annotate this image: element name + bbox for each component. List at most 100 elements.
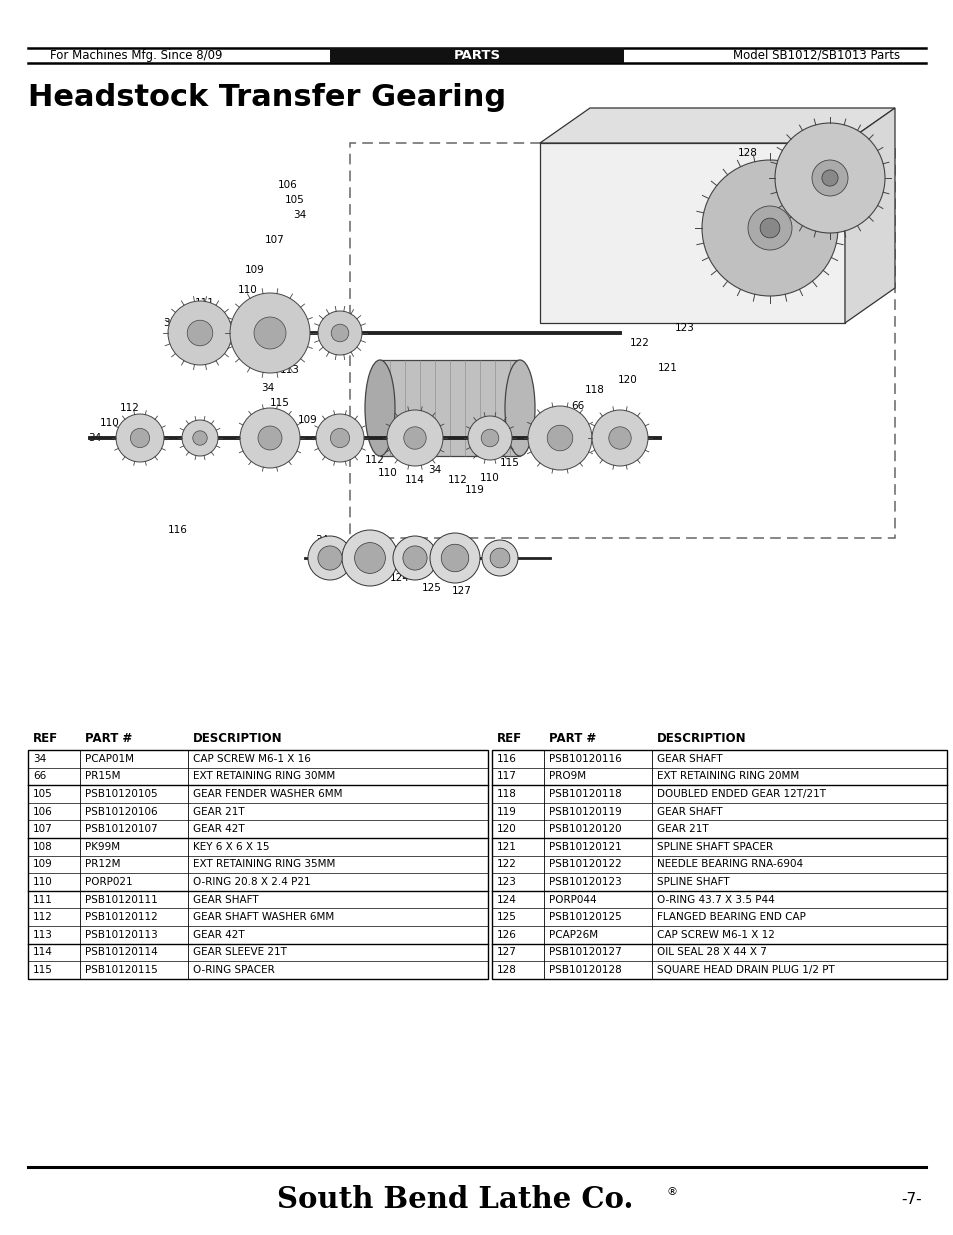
Bar: [350, 143, 894, 538]
Text: 109: 109: [297, 415, 317, 425]
Circle shape: [330, 429, 349, 447]
Circle shape: [490, 548, 509, 568]
Circle shape: [592, 410, 647, 466]
Circle shape: [393, 536, 436, 580]
Text: 113: 113: [33, 930, 52, 940]
Circle shape: [403, 427, 426, 450]
Text: 110: 110: [479, 473, 499, 483]
Circle shape: [182, 420, 218, 456]
Text: PRO9M: PRO9M: [548, 772, 585, 782]
Text: 114: 114: [33, 947, 52, 957]
Text: 118: 118: [497, 789, 517, 799]
Text: ®: ®: [666, 1187, 677, 1197]
Text: 126: 126: [497, 930, 517, 940]
Circle shape: [402, 546, 427, 571]
Text: 34: 34: [348, 443, 361, 453]
Text: PORP021: PORP021: [85, 877, 132, 887]
Circle shape: [774, 124, 884, 233]
Text: 121: 121: [658, 363, 678, 373]
Text: GEAR 21T: GEAR 21T: [657, 824, 708, 834]
Circle shape: [116, 414, 164, 462]
Text: PSB10120107: PSB10120107: [85, 824, 157, 834]
Text: 110: 110: [238, 285, 257, 295]
Text: EXT RETAINING RING 30MM: EXT RETAINING RING 30MM: [193, 772, 335, 782]
Text: 112: 112: [240, 348, 259, 358]
Text: 34: 34: [428, 466, 441, 475]
Text: 34: 34: [261, 383, 274, 393]
Text: 106: 106: [278, 180, 297, 190]
Text: 107: 107: [33, 824, 52, 834]
Text: 111: 111: [33, 894, 52, 904]
Circle shape: [131, 429, 150, 447]
Bar: [492, 750, 946, 979]
Polygon shape: [844, 107, 894, 324]
Circle shape: [193, 431, 207, 445]
Text: 118: 118: [584, 385, 604, 395]
Text: GEAR SHAFT: GEAR SHAFT: [657, 806, 721, 816]
Text: O-RING 20.8 X 2.4 P21: O-RING 20.8 X 2.4 P21: [193, 877, 311, 887]
Text: 126: 126: [337, 548, 357, 558]
Text: PSB10120116: PSB10120116: [548, 753, 621, 763]
Text: 117: 117: [497, 772, 517, 782]
Text: PK99M: PK99M: [85, 842, 120, 852]
Text: NEEDLE BEARING RNA-6904: NEEDLE BEARING RNA-6904: [657, 860, 802, 869]
Text: 116: 116: [168, 525, 188, 535]
Circle shape: [187, 320, 213, 346]
Text: O-RING 43.7 X 3.5 P44: O-RING 43.7 X 3.5 P44: [657, 894, 774, 904]
Text: 114: 114: [405, 475, 424, 485]
Text: 115: 115: [524, 425, 544, 435]
Text: 112: 112: [33, 913, 52, 923]
Text: 110: 110: [33, 877, 52, 887]
Text: 106: 106: [33, 806, 52, 816]
Text: 120: 120: [497, 824, 517, 834]
Text: GEAR 42T: GEAR 42T: [193, 930, 244, 940]
Text: 128: 128: [738, 148, 757, 158]
Text: 110: 110: [377, 468, 397, 478]
Text: REF: REF: [497, 732, 521, 746]
Text: 119: 119: [497, 806, 517, 816]
Text: PSB10120113: PSB10120113: [85, 930, 157, 940]
Circle shape: [701, 161, 837, 296]
Text: 34: 34: [294, 210, 306, 220]
Bar: [379, 359, 519, 456]
Circle shape: [253, 317, 286, 350]
Text: DESCRIPTION: DESCRIPTION: [193, 732, 282, 746]
Circle shape: [811, 161, 847, 196]
Circle shape: [547, 425, 572, 451]
Text: GEAR SHAFT WASHER 6MM: GEAR SHAFT WASHER 6MM: [193, 913, 334, 923]
Text: 121: 121: [497, 842, 517, 852]
Text: PSB10120119: PSB10120119: [548, 806, 621, 816]
Text: 115: 115: [270, 398, 290, 408]
Text: PSB10120123: PSB10120123: [548, 877, 621, 887]
Text: 66: 66: [33, 772, 46, 782]
Bar: [28, 750, 488, 979]
Text: GEAR 21T: GEAR 21T: [193, 806, 244, 816]
Text: PSB10120115: PSB10120115: [85, 965, 157, 974]
Text: DOUBLED ENDED GEAR 12T/21T: DOUBLED ENDED GEAR 12T/21T: [657, 789, 825, 799]
Circle shape: [468, 416, 512, 459]
Text: Headstock Transfer Gearing: Headstock Transfer Gearing: [28, 83, 506, 111]
Text: 115: 115: [33, 965, 52, 974]
Text: 123: 123: [497, 877, 517, 887]
Text: PSB10120120: PSB10120120: [548, 824, 621, 834]
Text: OIL SEAL 28 X 44 X 7: OIL SEAL 28 X 44 X 7: [657, 947, 766, 957]
Text: 116: 116: [497, 753, 517, 763]
Ellipse shape: [504, 359, 535, 456]
Text: SQUARE HEAD DRAIN PLUG 1/2 PT: SQUARE HEAD DRAIN PLUG 1/2 PT: [657, 965, 834, 974]
Circle shape: [168, 301, 232, 366]
Text: 123: 123: [675, 324, 694, 333]
Circle shape: [230, 293, 310, 373]
Text: -7-: -7-: [901, 1192, 922, 1207]
Circle shape: [308, 536, 352, 580]
Circle shape: [480, 430, 498, 447]
Text: 124: 124: [497, 894, 517, 904]
Text: PSB10120114: PSB10120114: [85, 947, 157, 957]
Circle shape: [355, 542, 385, 573]
Text: 34: 34: [89, 433, 102, 443]
Text: 108: 108: [33, 842, 52, 852]
Text: GEAR SHAFT: GEAR SHAFT: [193, 894, 258, 904]
Circle shape: [315, 414, 364, 462]
Text: 107: 107: [265, 235, 285, 245]
Text: PSB10120128: PSB10120128: [548, 965, 621, 974]
Circle shape: [760, 219, 780, 238]
